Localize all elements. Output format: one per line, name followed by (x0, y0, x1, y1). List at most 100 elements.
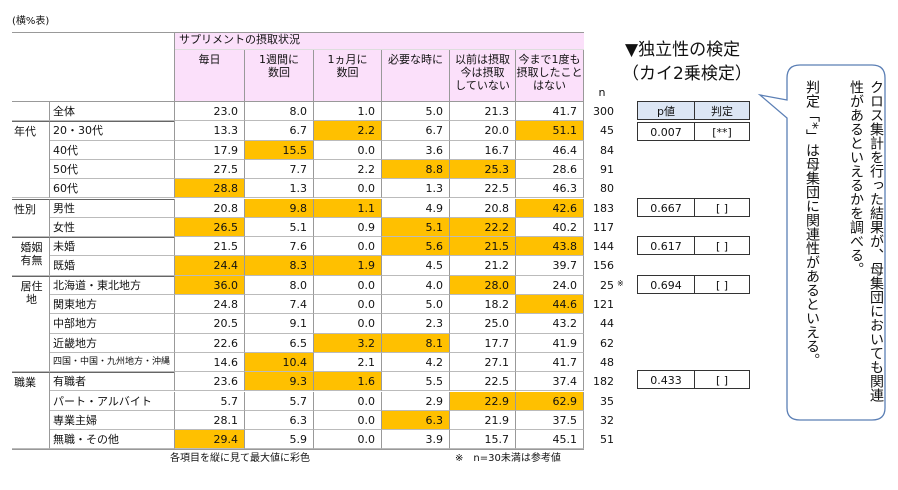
cell: 17.7 (450, 333, 516, 353)
cell: 7.7 (245, 159, 314, 180)
cell: 22.5 (450, 179, 516, 199)
cell: 46.3 (516, 179, 584, 199)
cell: 5.9 (245, 430, 314, 450)
cell: 8.1 (382, 333, 450, 353)
cell: 6.3 (382, 410, 450, 431)
cell: 20.8 (175, 198, 245, 218)
group-label: 居住 地 (12, 275, 50, 373)
cell: 41.7 (516, 352, 584, 373)
row-label: 既婚 (50, 256, 175, 276)
cell: 21.5 (175, 237, 245, 257)
cell: 22.9 (450, 391, 516, 411)
cell: 40.2 (516, 217, 584, 238)
n-cell: 121 (593, 298, 614, 311)
cell: 0.0 (314, 410, 382, 431)
cell: 43.8 (516, 237, 584, 257)
cell: 42.6 (516, 198, 584, 218)
n-cell: 117 (593, 220, 614, 234)
cell: 3.6 (382, 140, 450, 160)
column-header: 以前は摂取 今は摂取 していない (450, 50, 516, 102)
cell: 41.7 (516, 102, 584, 122)
n-cell: 84 (600, 143, 614, 157)
callout-text: クロス集計を行った結果が、母集団においても関連性があるといえるかを調べる。 (848, 80, 884, 402)
cell: 25.3 (450, 159, 516, 180)
cell: 0.0 (314, 275, 382, 295)
cell: 4.9 (382, 198, 450, 218)
table-bottom (12, 449, 584, 451)
cell: 28.6 (516, 159, 584, 180)
row-label: 専業主婦 (50, 410, 175, 431)
row-label: 60代 (50, 179, 175, 199)
cell: 4.5 (382, 256, 450, 276)
test-header: 判定 (694, 101, 750, 120)
cell: 9.3 (245, 372, 314, 392)
header-group: サプリメントの摂取状況 (175, 32, 584, 50)
row-label: 20・30代 (50, 121, 175, 141)
cell: 21.9 (450, 410, 516, 431)
n-cell: 48 (600, 355, 614, 369)
cell: 3.9 (382, 430, 450, 450)
cell: 8.0 (245, 275, 314, 295)
cell: 5.5 (382, 372, 450, 392)
row-label: 無職・その他 (50, 430, 175, 450)
cell: 29.4 (175, 430, 245, 450)
p-value: 0.694 (637, 275, 695, 294)
n-cell: 91 (600, 162, 614, 176)
n-cell: 62 (600, 336, 614, 350)
row-label: 女性 (50, 217, 175, 238)
cell: 26.5 (175, 217, 245, 238)
cell: 4.2 (382, 352, 450, 373)
cell: 1.3 (245, 179, 314, 199)
verdict: [**] (694, 122, 750, 141)
cell: 2.3 (382, 314, 450, 334)
verdict: [ ] (694, 236, 750, 255)
cell: 0.0 (314, 140, 382, 160)
n-cell: 144 (593, 240, 614, 254)
n-mark: ※ (617, 278, 624, 288)
n-cell: 156 (593, 259, 614, 273)
cell: 0.0 (314, 179, 382, 199)
p-value: 0.667 (637, 198, 695, 217)
note: (横%表) (12, 16, 50, 27)
cell: 5.7 (245, 391, 314, 411)
cell: 20.8 (450, 198, 516, 218)
column-header: 必要な時に (382, 50, 450, 102)
row-label: 有職者 (50, 372, 175, 392)
footnote: ※ n=30未満は参考値 (455, 453, 561, 464)
verdict: [ ] (694, 370, 750, 389)
cell: 0.0 (314, 314, 382, 334)
cell: 24.4 (175, 256, 245, 276)
cell: 5.7 (175, 391, 245, 411)
n-header: n (598, 86, 606, 99)
cell: 22.5 (450, 372, 516, 392)
verdict: [ ] (694, 275, 750, 294)
cell: 8.8 (382, 159, 450, 180)
row-label: パート・アルバイト (50, 391, 175, 411)
group-label: 職業 (12, 372, 50, 450)
cell: 3.2 (314, 333, 382, 353)
n-cell: 32 (600, 413, 614, 427)
p-value: 0.617 (637, 236, 695, 255)
cell: 10.4 (245, 352, 314, 373)
cell: 22.2 (450, 217, 516, 238)
cell: 1.9 (314, 256, 382, 276)
group-label: 性別 (12, 198, 50, 238)
n-cell: 35 (600, 394, 614, 408)
n-cell: 25 (600, 278, 614, 292)
test-subtitle: （カイ2乗検定） (622, 64, 752, 84)
cell: 44.6 (516, 295, 584, 315)
callout-text: 判定「*」は母集団に関連性があるといえる。 (804, 80, 820, 367)
total-group (12, 102, 50, 122)
cell: 24.8 (175, 295, 245, 315)
group-label: 婚姻 有無 (12, 237, 50, 276)
column-header: 毎日 (175, 50, 245, 102)
column-header: 今まで1度も 摂取したこと はない (516, 50, 584, 102)
cell: 41.9 (516, 333, 584, 353)
cell: 39.7 (516, 256, 584, 276)
cell: 37.5 (516, 410, 584, 431)
n-cell: 80 (600, 182, 614, 196)
cell: 8.0 (245, 102, 314, 122)
cell: 4.0 (382, 275, 450, 295)
cell: 15.7 (450, 430, 516, 450)
group-label: 年代 (12, 121, 50, 199)
